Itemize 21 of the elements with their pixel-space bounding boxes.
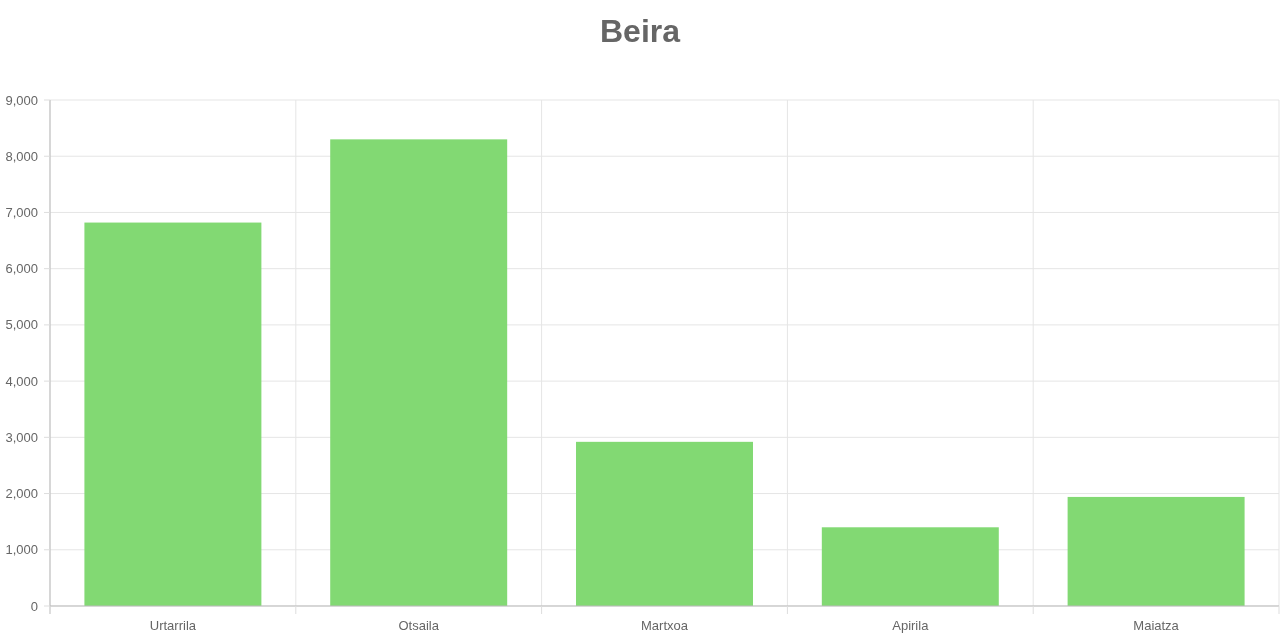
y-tick-label: 5,000 bbox=[5, 317, 38, 333]
bar bbox=[1067, 496, 1245, 606]
bar bbox=[84, 222, 262, 606]
y-tick-label: 2,000 bbox=[5, 486, 38, 502]
y-tick-label: 9,000 bbox=[5, 92, 38, 108]
x-tick-label: Urtarrila bbox=[149, 618, 197, 633]
chart-title: Beira bbox=[599, 13, 681, 49]
x-tick-label: Martxoa bbox=[641, 618, 689, 633]
y-tick-label: 4,000 bbox=[5, 373, 38, 389]
y-tick-label: 1,000 bbox=[5, 542, 38, 558]
bar bbox=[576, 441, 753, 606]
x-tick-label: Otsaila bbox=[398, 618, 440, 633]
y-tick-label: 7,000 bbox=[5, 204, 38, 220]
y-tick-label: 0 bbox=[30, 598, 38, 614]
y-tick-label: 6,000 bbox=[5, 261, 38, 277]
y-tick-label: 8,000 bbox=[5, 148, 38, 164]
y-tick-label: 3,000 bbox=[5, 429, 38, 445]
bar bbox=[821, 527, 999, 606]
bar bbox=[330, 139, 508, 606]
x-tick-label: Maiatza bbox=[1133, 618, 1180, 633]
x-tick-label: Apirila bbox=[892, 618, 930, 633]
